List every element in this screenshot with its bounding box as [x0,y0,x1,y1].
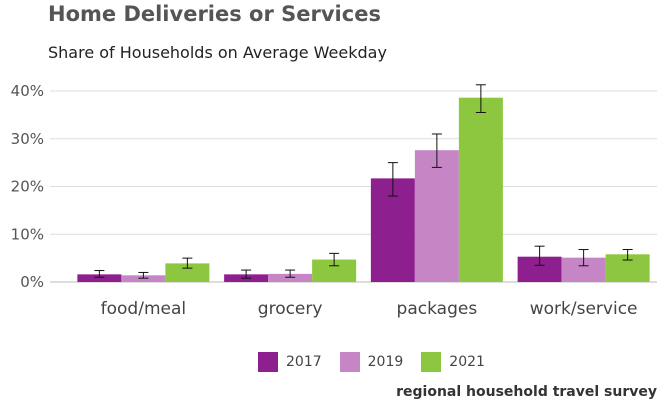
legend-label-2017: 2017 [286,354,322,370]
chart-subtitle: Share of Households on Average Weekday [48,43,387,62]
x-tick-label: food/meal [101,299,186,319]
x-tick-label: work/service [530,299,638,319]
legend-swatch-2017 [258,352,278,372]
error-bars [94,84,633,279]
legend-swatch-2021 [421,352,442,372]
y-tick-label: 40% [11,82,44,100]
y-tick-label: 20% [11,178,44,196]
chart-title: Home Deliveries or Services [48,2,381,26]
legend-swatch-2019 [339,352,360,372]
bar [165,263,210,282]
y-tick-label: 10% [11,225,44,243]
bar [268,273,313,282]
legend-label-2019: 2019 [367,354,404,370]
bar [312,259,357,282]
gridlines [50,90,657,283]
x-tick-label: packages [397,299,478,319]
x-tick-label: grocery [258,299,323,319]
y-tick-label: 30% [11,130,44,148]
legend-item-2019: 2019 [339,352,404,372]
bar-chart: 0% 10% 20% 30% 40% food/meal grocery packages wo… [11,82,657,319]
bar [414,150,459,282]
axis-labels: 0% 10% 20% 30% 40% food/meal grocery packages wo… [11,82,638,319]
legend-label-2021: 2021 [449,354,485,370]
bar [77,274,122,282]
bars [77,97,650,282]
legend: 2017 2019 2021 [258,352,485,372]
y-tick-label: 0% [20,273,44,291]
bar [458,97,503,282]
source-note: regional household travel survey [396,384,657,400]
legend-item-2021: 2021 [421,352,485,372]
legend-item-2017: 2017 [258,352,322,372]
